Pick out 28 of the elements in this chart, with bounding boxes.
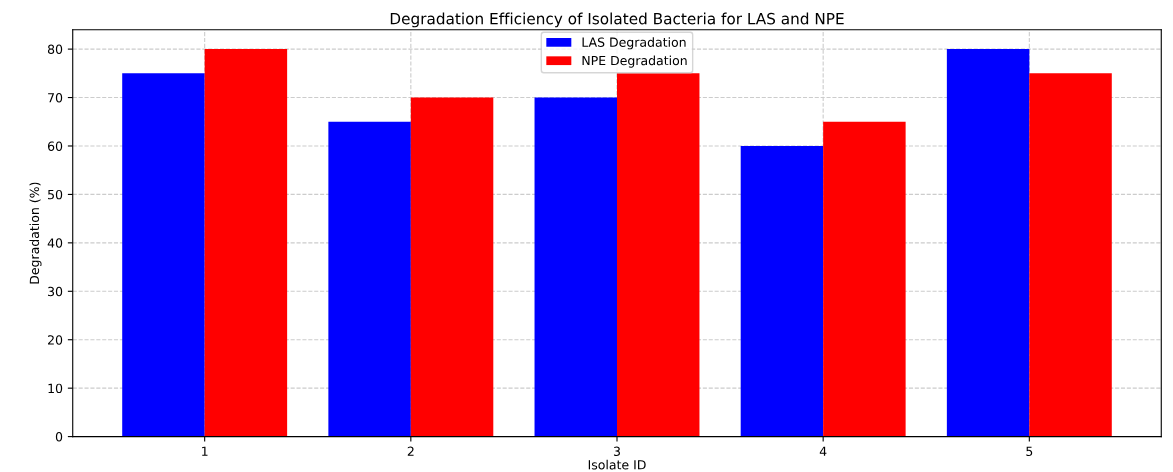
x-axis-title: Isolate ID	[588, 459, 646, 470]
bar	[534, 97, 617, 437]
y-tick-label: 40	[47, 238, 63, 248]
bar	[823, 121, 906, 437]
x-tick-label: 5	[1026, 446, 1033, 456]
x-tick-label: 2	[407, 446, 414, 456]
y-tick-label: 50	[48, 189, 63, 200]
y-tick-label: 60	[47, 141, 63, 151]
bar	[946, 49, 1030, 437]
bar	[410, 97, 494, 437]
x-tick-label: 4	[819, 446, 827, 456]
y-axis-title: Degradation (%)	[29, 182, 42, 284]
y-tick-label: 10	[48, 383, 63, 394]
bar	[1029, 73, 1112, 437]
bar	[328, 121, 411, 437]
x-tick-label: 1	[202, 446, 208, 456]
y-tick-label: 80	[47, 44, 63, 55]
y-tick-label: 0	[55, 432, 63, 442]
chart-title: Degradation Efficiency of Isolated Bacteria for LAS and NPE	[390, 12, 844, 28]
y-tick-label: 30	[48, 286, 63, 297]
bar	[204, 49, 288, 437]
bar	[740, 145, 824, 437]
legend-label: NPE Degradation	[582, 55, 687, 68]
legend-label: LAS Degradation	[582, 37, 686, 50]
y-tick-label: 70	[48, 93, 63, 103]
y-tick-label: 20	[48, 335, 63, 345]
bar	[122, 73, 205, 437]
x-tick-label: 3	[613, 446, 620, 456]
